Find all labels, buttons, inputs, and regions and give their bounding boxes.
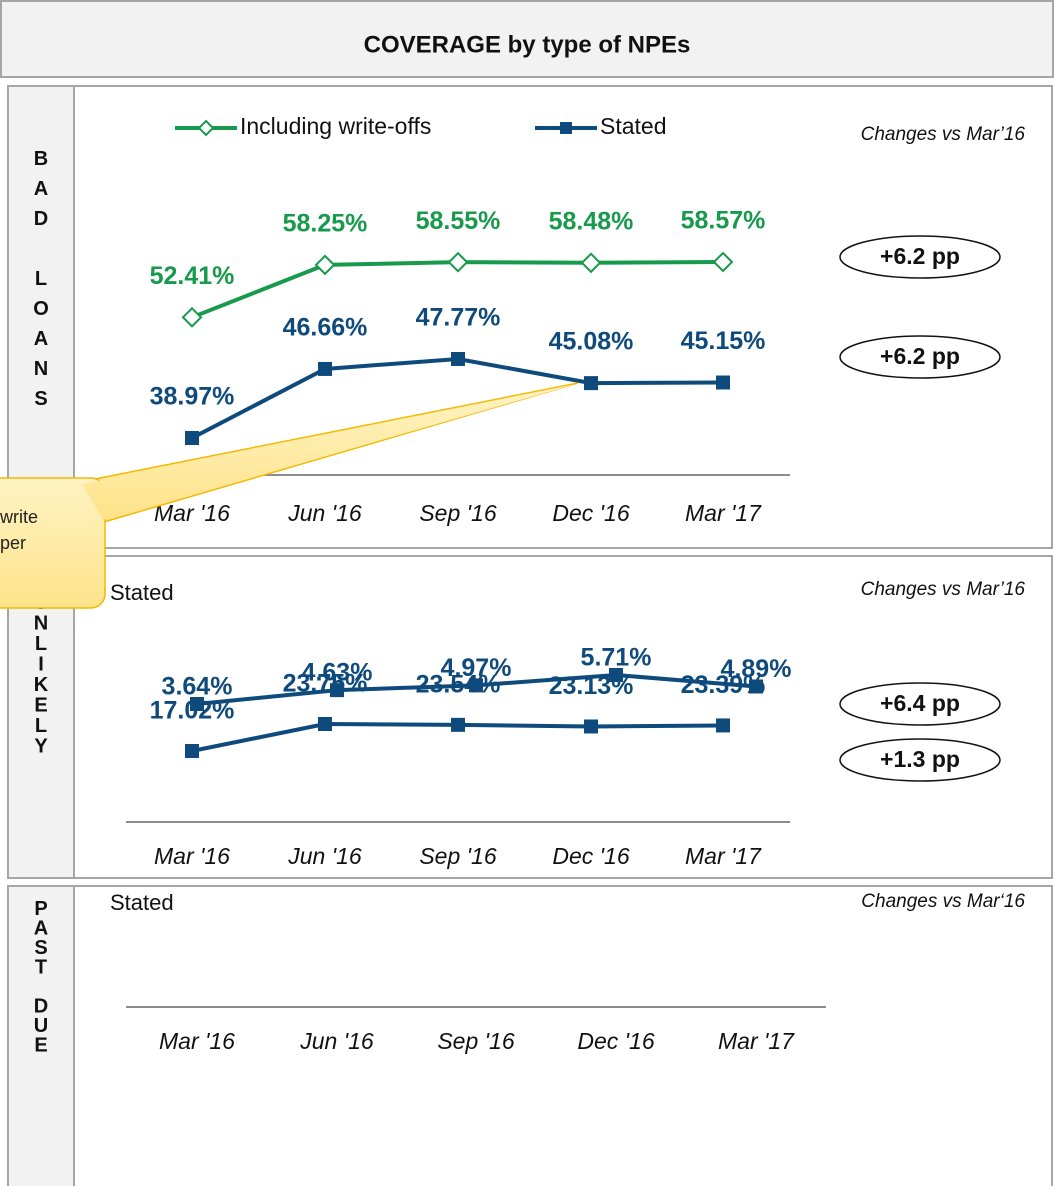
x-tick-label: Mar '16: [154, 843, 230, 869]
marker: [185, 744, 199, 758]
marker: [318, 361, 332, 376]
change-badge: [839, 235, 1001, 279]
marker: [716, 718, 730, 733]
x-tick-label: Mar '17: [685, 500, 762, 526]
marker: [447, 251, 469, 273]
data-label: 58.48%: [549, 207, 634, 235]
data-label: 4.97%: [441, 654, 512, 682]
data-label: 45.15%: [681, 327, 766, 355]
data-label: 4.89%: [721, 655, 792, 683]
change-label: +6.4 pp: [880, 690, 960, 716]
change-label: +6.2 pp: [880, 343, 960, 369]
x-tick-label: Jun '16: [299, 1028, 374, 1054]
data-label: 5.71%: [581, 644, 652, 672]
series-label: Stated: [110, 580, 174, 605]
panel: [7, 85, 1053, 549]
marker: [584, 376, 598, 391]
side-label: BAD LOANS: [30, 148, 52, 418]
title-box: [0, 0, 1054, 78]
marker: [181, 306, 203, 328]
change-badge: [839, 682, 1001, 726]
note: Changes vs Mar’16: [861, 579, 1026, 600]
change-badge: [839, 738, 1001, 782]
legend-marker: [560, 122, 572, 134]
page-title: COVERAGE by type of NPEs: [364, 31, 691, 58]
x-tick-label: Dec '16: [577, 1028, 654, 1054]
x-tick-label: Sep '16: [419, 500, 496, 526]
marker: [314, 254, 336, 276]
note: Changes vs Mar’16: [861, 124, 1026, 145]
data-label: 52.41%: [150, 262, 235, 290]
marker: [716, 375, 730, 390]
data-label: 47.77%: [416, 304, 501, 332]
x-tick-label: Mar '16: [159, 1028, 235, 1054]
x-tick-label: Mar '17: [685, 843, 762, 869]
data-label: 45.08%: [549, 328, 634, 356]
legend-label: Stated: [600, 113, 667, 139]
data-label: 3.64%: [162, 673, 233, 701]
marker: [749, 679, 763, 694]
side-label: PAST DUE: [30, 898, 52, 1054]
data-label: 58.25%: [283, 209, 368, 237]
marker: [185, 431, 199, 445]
note: Changes vs Mar‘16: [861, 891, 1025, 912]
change-badge: [839, 335, 1001, 379]
data-label: 46.66%: [283, 314, 368, 342]
change-label: +6.2 pp: [880, 243, 960, 269]
data-label: 4.63%: [302, 659, 373, 687]
panel-side: [7, 555, 75, 879]
x-tick-label: Jun '16: [287, 500, 362, 526]
data-label: 58.57%: [681, 207, 766, 235]
x-tick-label: Dec '16: [552, 500, 629, 526]
marker: [451, 351, 465, 366]
change-label: +1.3 pp: [880, 746, 960, 772]
marker: [580, 252, 602, 274]
marker: [584, 719, 598, 734]
marker: [318, 717, 332, 731]
panel-side: [7, 85, 75, 549]
marker: [469, 678, 483, 693]
marker: [451, 717, 465, 732]
data-label: 38.97%: [150, 383, 235, 411]
x-tick-label: Mar '17: [718, 1028, 795, 1054]
side-label: UNLIKELY: [30, 592, 52, 756]
x-tick-label: Sep '16: [437, 1028, 514, 1054]
panel-side: [7, 885, 75, 1186]
legend-label: Including write-offs: [240, 113, 431, 139]
x-tick-label: Sep '16: [419, 843, 496, 869]
x-tick-label: Jun '16: [287, 843, 362, 869]
x-tick-label: Dec '16: [552, 843, 629, 869]
legend-marker: [197, 119, 215, 137]
x-tick-label: Mar '16: [154, 500, 230, 526]
marker: [609, 668, 623, 682]
series-label: Stated: [110, 890, 174, 915]
marker: [330, 683, 344, 698]
data-label: 58.55%: [416, 207, 501, 235]
marker: [712, 251, 734, 273]
panel: [7, 885, 1053, 1186]
marker: [190, 697, 204, 711]
